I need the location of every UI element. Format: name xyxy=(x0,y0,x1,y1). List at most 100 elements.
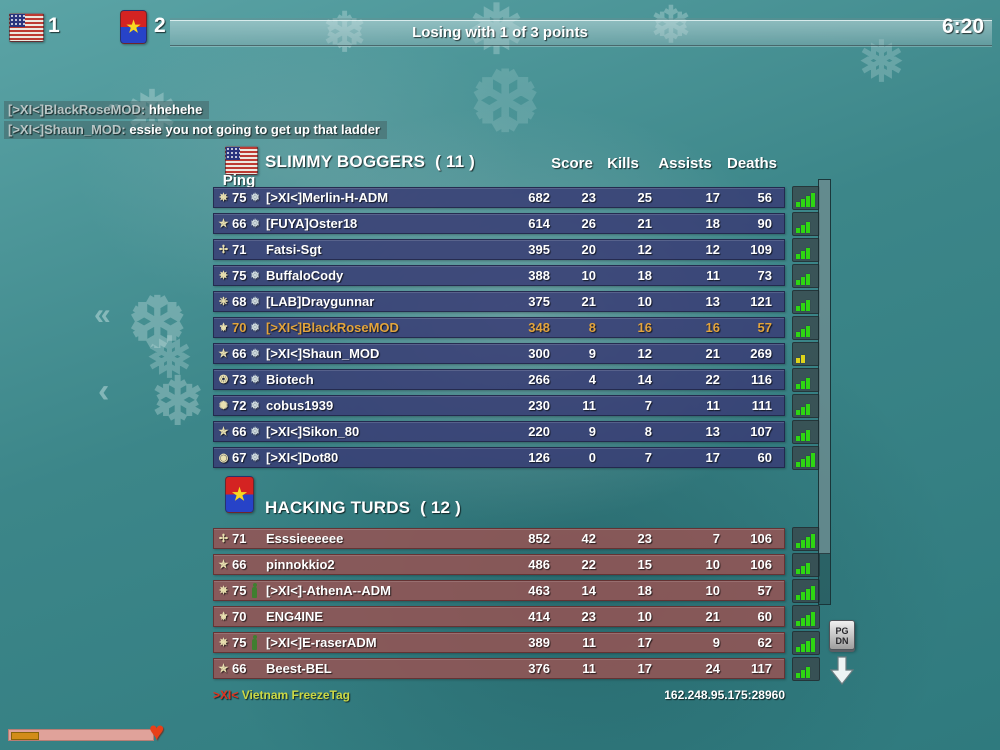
player-row: ✵ 75 ❅ BuffaloCody 388 10 18 11 73 xyxy=(213,263,820,288)
snowflake-decoration: ❆ xyxy=(128,284,187,362)
ping-value: 60 xyxy=(757,609,772,624)
player-row: ✢ 71 Fatsi-Sgt 395 20 12 12 109 xyxy=(213,237,820,262)
scrollbar-track[interactable] xyxy=(818,179,831,605)
kills-value: 26 xyxy=(581,216,596,231)
score-value: 486 xyxy=(528,557,550,572)
ping-bars-icon xyxy=(792,526,820,551)
player-icons: ✢ 71 xyxy=(214,531,266,546)
frozen-icon: ❅ xyxy=(250,348,260,360)
rank-number: 72 xyxy=(232,398,247,413)
ping-bars-icon xyxy=(792,656,820,681)
score-value: 682 xyxy=(528,190,550,205)
assists-value: 7 xyxy=(644,450,652,465)
team1-flag-icon xyxy=(9,13,44,42)
player-bar: ✢ 71 Esssieeeeee 852 42 23 7 106 xyxy=(213,528,785,549)
match-status-text: Losing with 1 of 3 points xyxy=(412,24,588,41)
rank-icon: ✯ xyxy=(218,348,229,360)
ping-bars-icon xyxy=(792,315,820,340)
player-row: ✯ 66 ❅ [>XI<]Shaun_MOD 300 9 12 21 269 xyxy=(213,341,820,366)
assists-value: 12 xyxy=(637,242,652,257)
team2-flag-icon: ★ xyxy=(120,10,147,44)
rank-icon: ◉ xyxy=(218,452,229,464)
scrollbar-thumb[interactable] xyxy=(819,180,830,554)
ping-value: 111 xyxy=(751,398,772,413)
rank-number: 75 xyxy=(232,190,247,205)
player-icons: ✵ 75 ❅ xyxy=(214,190,266,205)
deaths-value: 10 xyxy=(705,557,720,572)
score-value: 389 xyxy=(528,635,550,650)
frozen-icon: ❅ xyxy=(250,426,260,438)
ping-bars-icon xyxy=(792,263,820,288)
chat-message: essie you not going to get up that ladde… xyxy=(129,122,380,137)
ping-value: 56 xyxy=(757,190,772,205)
ping-bars-icon xyxy=(792,630,820,655)
assists-value: 12 xyxy=(637,346,652,361)
player-icons: ✯ 66 ❅ xyxy=(214,216,266,231)
player-icons: ✵ 75 ❅ xyxy=(214,268,266,283)
deaths-value: 21 xyxy=(705,609,720,624)
score-value: 126 xyxy=(528,450,550,465)
ping-value: 117 xyxy=(751,661,772,676)
rank-number: 75 xyxy=(232,268,247,283)
assists-value: 14 xyxy=(637,372,652,387)
kills-value: 14 xyxy=(581,583,596,598)
scroll-down-arrow-icon[interactable] xyxy=(828,656,856,691)
player-bar: ❂ 73 ❅ Biotech 266 4 14 22 116 xyxy=(213,369,785,390)
chevron-decoration: ‹ xyxy=(98,372,110,410)
rank-icon: ✵ xyxy=(218,192,229,204)
player-name: [>XI<]Shaun_MOD xyxy=(266,346,380,361)
top-status-bar xyxy=(170,20,992,46)
deaths-value: 12 xyxy=(705,242,720,257)
assists-value: 18 xyxy=(637,268,652,283)
player-row: ✢ 71 Esssieeeeee 852 42 23 7 106 xyxy=(213,526,820,551)
rank-number: 66 xyxy=(232,661,247,676)
player-name: [>XI<]BlackRoseMOD xyxy=(266,320,399,335)
rank-number: 70 xyxy=(232,320,247,335)
team2-title: HACKING TURDS ( 12 ) xyxy=(265,498,461,517)
frozen-icon: ❅ xyxy=(250,192,260,204)
ping-value: 121 xyxy=(750,294,772,309)
rank-number: 66 xyxy=(232,557,247,572)
rank-icon: ✯ xyxy=(218,426,229,438)
ping-value: 57 xyxy=(757,320,772,335)
player-name: [>XI<]Sikon_80 xyxy=(266,424,360,439)
column-header-ping: Ping xyxy=(222,172,256,189)
player-icons: ✯ 66 xyxy=(214,557,266,572)
player-bar: ✯ 66 ❅ [FUYA]Oster18 614 26 21 18 90 xyxy=(213,213,785,234)
rank-icon: ✯ xyxy=(218,559,229,571)
score-value: 414 xyxy=(528,609,550,624)
assists-value: 25 xyxy=(637,190,652,205)
player-row: ❈ 68 ❅ [LAB]Draygunnar 375 21 10 13 121 xyxy=(213,289,820,314)
deaths-value: 24 xyxy=(705,661,720,676)
assists-value: 10 xyxy=(637,609,652,624)
kills-value: 0 xyxy=(588,450,596,465)
rank-icon: ✯ xyxy=(218,218,229,230)
player-name: cobus1939 xyxy=(266,398,334,413)
rank-icon: ✢ xyxy=(218,533,229,545)
player-bar: ✢ 71 Fatsi-Sgt 395 20 12 12 109 xyxy=(213,239,785,260)
deaths-value: 21 xyxy=(705,346,720,361)
player-bar: ✵ 75 ❅ [>XI<]Merlin-H-ADM 682 23 25 17 56 xyxy=(213,187,785,208)
server-title: >XI< Vietnam FreezeTag xyxy=(213,688,350,702)
ping-value: 73 xyxy=(757,268,772,283)
column-header-kills: Kills xyxy=(607,155,639,172)
deaths-value: 7 xyxy=(712,531,720,546)
player-name: Beest-BEL xyxy=(266,661,332,676)
kills-value: 20 xyxy=(581,242,596,257)
chat-author: [>XI<]BlackRoseMOD: xyxy=(8,102,146,117)
assists-value: 23 xyxy=(637,531,652,546)
kills-value: 9 xyxy=(588,424,596,439)
ping-value: 106 xyxy=(750,557,772,572)
player-row: ❂ 73 ❅ Biotech 266 4 14 22 116 xyxy=(213,367,820,392)
player-name: BuffaloCody xyxy=(266,268,344,283)
rank-number: 73 xyxy=(232,372,247,387)
ping-bars-icon xyxy=(792,419,820,444)
rank-icon: ✢ xyxy=(218,244,229,256)
score-value: 266 xyxy=(528,372,550,387)
server-name: Vietnam FreezeTag xyxy=(238,688,350,702)
player-icons: ✺ 72 ❅ xyxy=(214,398,266,413)
player-icons: ◉ 67 ❅ xyxy=(214,450,266,465)
chat-author: [>XI<]Shaun_MOD: xyxy=(8,122,126,137)
ping-bars-icon xyxy=(792,185,820,210)
